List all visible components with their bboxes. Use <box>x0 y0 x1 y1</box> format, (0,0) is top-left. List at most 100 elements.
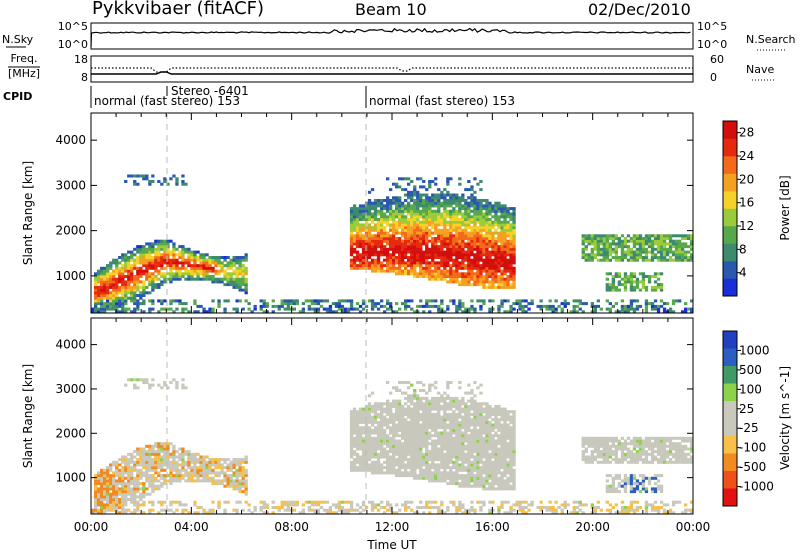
velocity-cell <box>461 474 465 478</box>
velocity-cell <box>337 508 342 512</box>
velocity-cell <box>455 471 459 475</box>
velocity-cell <box>202 479 206 483</box>
power-cell <box>446 177 450 181</box>
power-cell <box>662 247 667 251</box>
power-cell <box>364 245 369 249</box>
power-cell <box>352 261 357 265</box>
power-cell <box>395 261 399 265</box>
power-cell <box>241 256 245 259</box>
power-cell <box>494 245 498 249</box>
velocity-cell <box>392 455 396 459</box>
velocity-cell <box>139 452 143 456</box>
velocity-cell <box>361 418 366 422</box>
power-cell <box>151 264 155 268</box>
power-cell <box>187 277 191 281</box>
power-cell <box>653 280 658 284</box>
power-cell <box>109 266 113 270</box>
power-cell <box>449 277 453 281</box>
velocity-cell <box>455 418 459 422</box>
power-cell <box>428 264 432 268</box>
velocity-cell <box>380 402 384 406</box>
velocity-cell <box>395 386 399 390</box>
power-cell <box>389 201 393 205</box>
power-cell <box>160 272 164 276</box>
velocity-cell <box>443 426 447 430</box>
power-cell <box>548 307 552 311</box>
velocity-cell <box>232 487 236 491</box>
power-cell <box>434 272 438 276</box>
power-cell <box>440 223 444 227</box>
velocity-cell <box>241 482 245 486</box>
velocity-cell <box>226 476 230 480</box>
power-cell <box>175 247 179 251</box>
velocity-cell <box>220 479 224 483</box>
power-cell <box>395 247 399 251</box>
power-cell <box>638 250 643 254</box>
power-cell <box>196 277 200 281</box>
velocity-cell <box>389 450 393 454</box>
velocity-cell <box>211 482 215 486</box>
velocity-cell <box>118 506 122 509</box>
power-cell <box>416 258 420 262</box>
velocity-cell <box>425 407 429 411</box>
power-cell <box>596 247 600 251</box>
power-cell <box>638 247 643 251</box>
power-cell <box>678 250 682 254</box>
power-cell <box>599 237 603 240</box>
power-cell <box>370 215 375 219</box>
velocity-heatmap-cells <box>91 378 694 515</box>
power-cell <box>650 253 655 257</box>
power-cell <box>461 283 465 287</box>
velocity-cell <box>416 410 420 414</box>
power-cell <box>623 283 628 287</box>
velocity-cell <box>449 450 453 454</box>
power-cell <box>605 253 609 257</box>
velocity-cell <box>166 474 170 478</box>
power-cell <box>455 247 459 251</box>
power-cell <box>367 245 372 249</box>
power-cell <box>142 285 146 289</box>
power-cell <box>109 261 113 265</box>
velocity-cell <box>175 450 179 454</box>
power-cell <box>416 196 420 200</box>
power-cell <box>593 245 597 249</box>
velocity-cell <box>364 466 369 470</box>
velocity-cell <box>361 463 366 467</box>
power-cell <box>181 302 185 306</box>
power-cell <box>425 196 429 200</box>
power-cell <box>386 201 390 205</box>
power-cell <box>340 299 345 303</box>
power-cell <box>376 212 381 216</box>
velocity-cell <box>461 431 465 435</box>
power-cell <box>223 264 227 268</box>
power-cell <box>139 296 143 300</box>
power-cell <box>169 307 173 311</box>
power-cell <box>103 304 107 308</box>
power-cell <box>127 275 131 278</box>
power-cell <box>494 223 498 227</box>
power-cell <box>596 250 600 254</box>
velocity-cell <box>398 460 402 464</box>
power-cell <box>151 174 155 178</box>
velocity-cell <box>121 511 125 515</box>
power-cell <box>488 280 492 284</box>
velocity-cell <box>247 503 251 507</box>
nsky-trace <box>90 27 691 48</box>
velocity-cell <box>361 466 366 470</box>
power-cell <box>605 277 609 281</box>
power-cell <box>617 283 621 287</box>
velocity-cell <box>434 452 438 456</box>
power-cell <box>500 280 504 284</box>
velocity-cell <box>154 487 158 491</box>
power-cell <box>476 237 480 240</box>
velocity-cell <box>425 410 429 414</box>
power-cell <box>440 196 444 200</box>
velocity-cell <box>413 423 417 427</box>
power-cell <box>545 304 549 308</box>
velocity-cell <box>404 423 408 427</box>
velocity-cell <box>373 402 378 406</box>
power-cell <box>193 302 197 306</box>
power-cell <box>668 237 673 240</box>
power-cell <box>376 302 381 306</box>
velocity-cell <box>410 463 414 467</box>
